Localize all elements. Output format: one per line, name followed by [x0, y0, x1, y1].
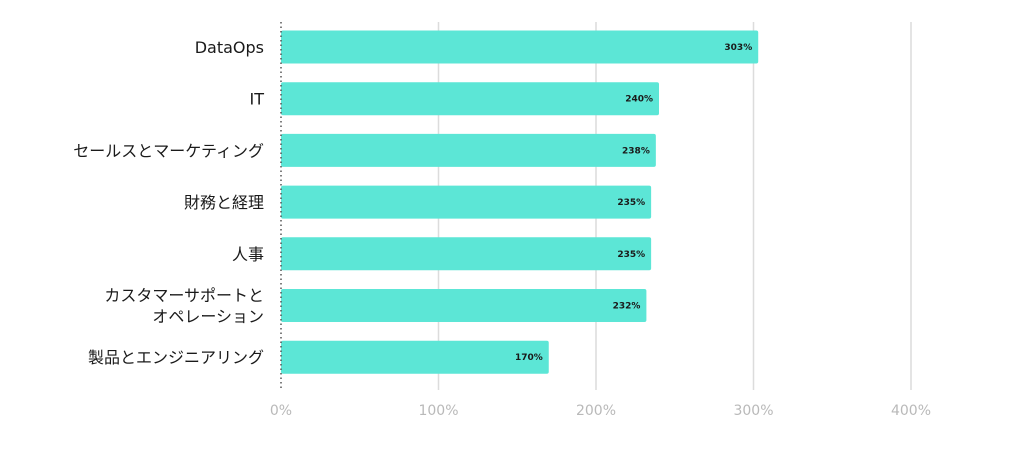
data-label: 235% [617, 198, 645, 208]
category-label: セールスとマーケティング [73, 141, 264, 160]
data-label: 232% [613, 302, 641, 312]
x-axis-ticks: 0% 100% 200% 300% 400% [270, 403, 931, 419]
category-label-line: オペレーション [152, 307, 264, 326]
category-label: 人事 [232, 245, 264, 264]
category-label-line: IT [250, 90, 265, 109]
category-label: DataOps [195, 38, 264, 57]
category-label-line: セールスとマーケティング [73, 141, 264, 160]
category-label-line: DataOps [195, 38, 264, 57]
data-label: 238% [622, 146, 650, 156]
x-tick-label: 300% [733, 403, 773, 419]
bar [281, 289, 647, 322]
category-label: 製品とエンジニアリング [88, 348, 264, 367]
data-label: 235% [617, 250, 645, 260]
bar [281, 185, 652, 219]
x-tick-label: 0% [270, 403, 292, 419]
category-labels: DataOps IT セールスとマーケティング財務と経理人事カスタマーサポートとオペ… [73, 38, 264, 367]
category-label-line: 財務と経理 [184, 193, 264, 212]
category-label-line: 製品とエンジニアリング [88, 348, 264, 367]
x-tick-label: 100% [418, 403, 458, 419]
bar [281, 133, 656, 167]
data-label: 240% [625, 95, 653, 105]
category-label-line: 人事 [232, 245, 264, 264]
x-tick-label: 200% [576, 403, 616, 419]
bar [281, 82, 659, 116]
data-label: 170% [515, 353, 543, 363]
bar [281, 30, 759, 64]
category-label-line: カスタマーサポートと [104, 286, 264, 305]
bar [281, 237, 652, 271]
category-label: IT [250, 90, 265, 109]
category-label: 財務と経理 [184, 193, 264, 212]
x-tick-label: 400% [891, 403, 931, 419]
bar-layer: 303% 240% 238% 235% 235% 232% 170% [281, 30, 759, 374]
category-label: カスタマーサポートとオペレーション [104, 286, 264, 326]
data-label: 303% [724, 43, 752, 53]
bar [281, 340, 549, 374]
